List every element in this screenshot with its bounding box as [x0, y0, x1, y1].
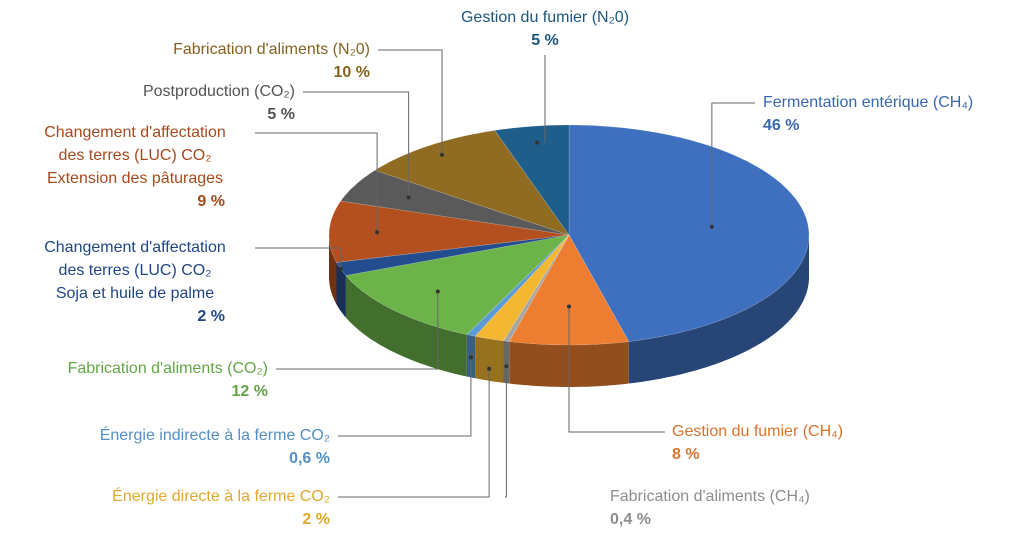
leader-dot	[709, 224, 714, 229]
leader-line	[303, 91, 410, 198]
slice-value: 0,4 %	[610, 511, 651, 528]
slice-label: Fabrication d'aliments (CH₄)	[610, 488, 810, 505]
slice	[328, 200, 570, 263]
slice	[466, 234, 570, 337]
leader-dot	[535, 140, 540, 145]
leader-line	[378, 49, 443, 155]
slice-side	[329, 235, 337, 305]
slice-value: 9 %	[197, 193, 225, 210]
leader-dot	[567, 304, 571, 309]
leader-dot	[504, 364, 509, 369]
slice	[474, 234, 570, 342]
slice-value: 5 %	[267, 106, 295, 123]
slice-label: Changement d'affectation des terres (LUC)…	[44, 124, 226, 187]
leader-dot	[468, 355, 473, 360]
slice-side	[336, 262, 346, 318]
slice-value: 2 %	[197, 308, 225, 325]
slice-value: 8 %	[672, 446, 700, 463]
slice-label: Énergie indirecte à la ferme CO₂	[100, 425, 330, 444]
slice-label: Fabrication d'aliments (N₂0)	[173, 41, 370, 58]
slice-side	[503, 340, 510, 384]
leader-line	[338, 368, 490, 498]
slice-label: Gestion du fumier (CH₄)	[672, 423, 843, 440]
slice	[345, 234, 570, 335]
slice-label: Gestion du fumier (N₂0)	[461, 9, 629, 26]
leader-line	[255, 132, 378, 233]
leader-line	[711, 102, 755, 227]
leader-line	[255, 247, 342, 269]
leader-dot	[375, 230, 380, 235]
slice	[340, 169, 570, 236]
slice-side	[475, 336, 504, 383]
leader-dot	[338, 266, 343, 271]
leader-dot	[487, 366, 492, 371]
slice	[374, 130, 570, 236]
slice-value: 10 %	[334, 64, 370, 81]
slice-value: 0,6 %	[289, 450, 330, 467]
slice-side	[345, 275, 467, 377]
leader-line	[276, 291, 439, 370]
slice-value: 2 %	[302, 511, 330, 528]
slice-side	[628, 235, 809, 384]
slice-label: Changement d'affectation des terres (LUC)…	[44, 239, 226, 302]
slice-label: Énergie directe à la ferme CO₂	[112, 486, 330, 505]
slice	[568, 124, 810, 342]
leader-dot	[406, 195, 411, 200]
slice-label: Postproduction (CO₂)	[143, 83, 295, 100]
leader-dot	[440, 152, 445, 157]
slice-label: Fermentation entérique (CH₄)	[763, 94, 973, 111]
leader-line	[568, 306, 665, 433]
slice-value: 12 %	[232, 383, 268, 400]
slice-value: 5 %	[531, 32, 559, 49]
slice-label: Fabrication d'aliments (CO₂)	[68, 360, 268, 377]
slice-value: 46 %	[763, 117, 799, 134]
leader-dot	[435, 289, 440, 294]
leader-line	[505, 366, 507, 498]
leader-line	[338, 357, 472, 437]
slice	[494, 124, 570, 236]
